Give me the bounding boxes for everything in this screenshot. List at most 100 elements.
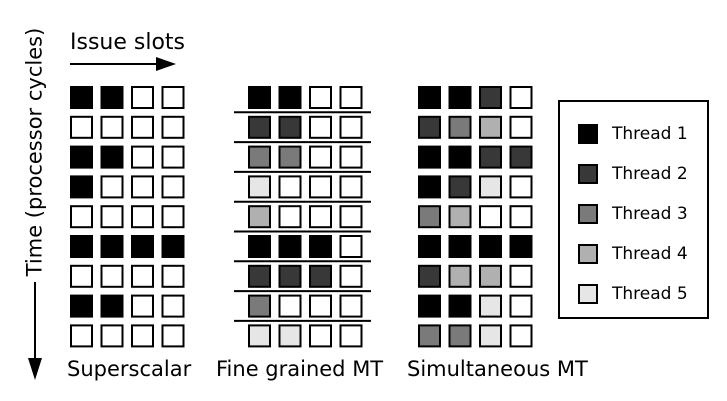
legend-label: Thread 3 bbox=[612, 204, 688, 224]
empty-issue-slot bbox=[161, 294, 185, 318]
thread-3-issue-slot bbox=[278, 145, 302, 169]
thread-1-issue-slot bbox=[70, 145, 93, 169]
empty-issue-slot bbox=[339, 86, 363, 109]
empty-issue-slot bbox=[278, 175, 302, 199]
empty-issue-slot bbox=[131, 86, 154, 109]
empty-issue-slot bbox=[509, 175, 533, 199]
empty-issue-slot bbox=[509, 294, 533, 318]
thread-1-issue-slot bbox=[448, 145, 472, 169]
empty-issue-slot bbox=[509, 264, 533, 288]
thread-4-issue-slot bbox=[448, 264, 472, 288]
thread-4-issue-slot bbox=[448, 205, 472, 229]
thread-5-issue-slot bbox=[278, 324, 302, 348]
thread-1-issue-slot bbox=[509, 235, 533, 258]
empty-issue-slot bbox=[509, 86, 533, 109]
thread-1-issue-slot bbox=[418, 145, 441, 169]
empty-issue-slot bbox=[131, 264, 154, 288]
empty-issue-slot bbox=[339, 294, 363, 318]
thread-1-issue-slot bbox=[100, 235, 124, 258]
thread-3-swatch bbox=[578, 204, 598, 224]
thread-1-issue-slot bbox=[479, 235, 502, 258]
thread-5-issue-slot bbox=[479, 294, 502, 318]
thread-1-issue-slot bbox=[309, 235, 332, 258]
empty-issue-slot bbox=[339, 145, 363, 169]
empty-issue-slot bbox=[131, 175, 154, 199]
superscalar-title: Superscalar bbox=[67, 357, 192, 381]
empty-issue-slot bbox=[278, 205, 302, 229]
legend-label: Thread 4 bbox=[612, 244, 688, 264]
empty-issue-slot bbox=[339, 205, 363, 229]
thread-1-issue-slot bbox=[100, 145, 124, 169]
thread-2-issue-slot bbox=[278, 264, 302, 288]
empty-issue-slot bbox=[70, 205, 93, 229]
empty-issue-slot bbox=[100, 115, 124, 139]
empty-issue-slot bbox=[131, 115, 154, 139]
issue-slots-label: Issue slots bbox=[70, 30, 186, 55]
thread-4-issue-slot bbox=[248, 205, 271, 229]
empty-issue-slot bbox=[161, 115, 185, 139]
empty-issue-slot bbox=[131, 324, 154, 348]
empty-issue-slot bbox=[161, 86, 185, 109]
empty-issue-slot bbox=[161, 145, 185, 169]
thread-2-issue-slot bbox=[509, 145, 533, 169]
empty-issue-slot bbox=[161, 205, 185, 229]
thread-2-swatch bbox=[578, 164, 598, 184]
thread-3-issue-slot bbox=[248, 294, 271, 318]
empty-issue-slot bbox=[309, 205, 332, 229]
thread-1-issue-slot bbox=[161, 235, 185, 258]
thread-4-issue-slot bbox=[479, 115, 502, 139]
empty-issue-slot bbox=[339, 175, 363, 199]
empty-issue-slot bbox=[161, 264, 185, 288]
fine-grained-mt-title: Fine grained MT bbox=[216, 357, 384, 381]
empty-issue-slot bbox=[131, 145, 154, 169]
thread-4-swatch bbox=[578, 244, 598, 264]
empty-issue-slot bbox=[100, 205, 124, 229]
thread-4-issue-slot bbox=[479, 264, 502, 288]
thread-1-issue-slot bbox=[448, 86, 472, 109]
thread-2-issue-slot bbox=[479, 86, 502, 109]
thread-1-issue-slot bbox=[248, 86, 271, 109]
empty-issue-slot bbox=[309, 86, 332, 109]
thread-2-issue-slot bbox=[309, 264, 332, 288]
thread-2-issue-slot bbox=[448, 175, 472, 199]
empty-issue-slot bbox=[161, 324, 185, 348]
thread-1-issue-slot bbox=[70, 86, 93, 109]
thread-2-issue-slot bbox=[248, 264, 271, 288]
empty-issue-slot bbox=[131, 294, 154, 318]
empty-issue-slot bbox=[309, 294, 332, 318]
thread-2-issue-slot bbox=[248, 115, 271, 139]
thread-1-issue-slot bbox=[248, 235, 271, 258]
thread-1-issue-slot bbox=[448, 235, 472, 258]
legend-item-thread-5: Thread 5 bbox=[578, 284, 708, 304]
thread-3-issue-slot bbox=[448, 115, 472, 139]
legend-label: Thread 5 bbox=[612, 284, 688, 304]
legend-label: Thread 2 bbox=[612, 164, 688, 184]
empty-issue-slot bbox=[131, 205, 154, 229]
thread-3-issue-slot bbox=[448, 324, 472, 348]
simultaneous-mt-title: Simultaneous MT bbox=[407, 357, 588, 381]
empty-issue-slot bbox=[479, 205, 502, 229]
empty-issue-slot bbox=[309, 145, 332, 169]
thread-3-issue-slot bbox=[248, 145, 271, 169]
simultaneous-mt-grid bbox=[418, 86, 533, 348]
thread-5-swatch bbox=[578, 284, 598, 304]
legend-item-thread-4: Thread 4 bbox=[578, 244, 708, 264]
thread-1-issue-slot bbox=[100, 86, 124, 109]
thread-5-issue-slot bbox=[248, 324, 271, 348]
issue-slots-arrow-head bbox=[156, 57, 176, 71]
empty-issue-slot bbox=[339, 115, 363, 139]
empty-issue-slot bbox=[309, 115, 332, 139]
empty-issue-slot bbox=[100, 264, 124, 288]
thread-legend: Thread 1 Thread 2 Thread 3 Thread 4 Thre… bbox=[558, 100, 709, 319]
empty-issue-slot bbox=[509, 205, 533, 229]
thread-3-issue-slot bbox=[418, 324, 441, 348]
thread-1-issue-slot bbox=[100, 294, 124, 318]
thread-2-issue-slot bbox=[418, 115, 441, 139]
thread-1-issue-slot bbox=[278, 235, 302, 258]
thread-1-issue-slot bbox=[70, 235, 93, 258]
empty-issue-slot bbox=[70, 324, 93, 348]
thread-1-issue-slot bbox=[131, 235, 154, 258]
empty-issue-slot bbox=[339, 324, 363, 348]
legend-item-thread-1: Thread 1 bbox=[578, 124, 708, 144]
